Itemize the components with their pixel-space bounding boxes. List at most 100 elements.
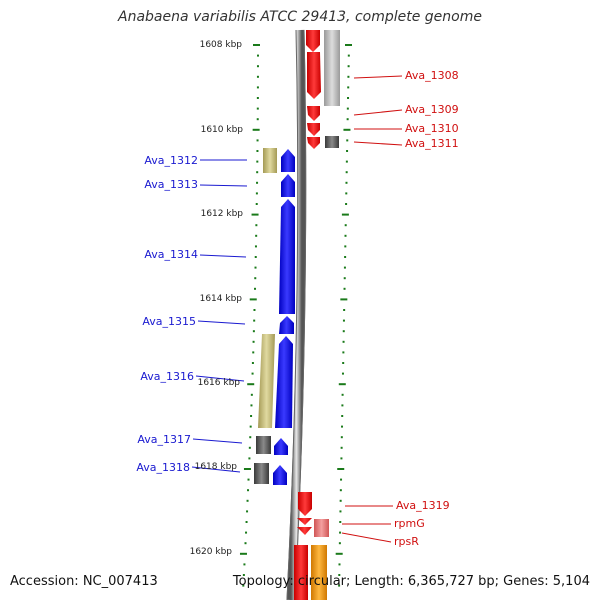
scale-tick [242, 584, 245, 587]
scale-tick [251, 372, 254, 375]
kbp-label-1612: 1612 kbp [201, 209, 244, 219]
gene-arrow-ava1312[interactable] [281, 149, 295, 172]
topology-info: Topology: circular; Length: 6,365,727 bp… [232, 574, 590, 589]
scale-tick [338, 542, 341, 545]
gene-box-orange[interactable] [311, 545, 327, 600]
scale-tick [252, 128, 260, 131]
gene-arrow-ava1318[interactable] [273, 465, 287, 485]
label-ava1312[interactable]: Ava_1312 [144, 154, 198, 167]
scale-tick [245, 531, 248, 534]
reverse-strand-genes [254, 148, 295, 485]
gene-arrow-ava1319[interactable] [298, 492, 312, 516]
scale-tick [347, 75, 350, 78]
leader-ava1308 [353, 75, 403, 79]
label-rpsr[interactable]: rpsR [394, 535, 419, 548]
scale-tick [339, 531, 342, 534]
scale-tick [247, 489, 250, 492]
gene-box-gray-ava1317[interactable] [256, 436, 271, 454]
scale-tick [254, 266, 257, 269]
leader-ava1311 [353, 141, 403, 146]
scale-tick [252, 351, 255, 354]
label-ava1318[interactable]: Ava_1318 [136, 461, 190, 474]
scale-tick [346, 139, 349, 142]
gene-arrow-ava1314[interactable] [279, 199, 295, 314]
gene-arrow-ava1316[interactable] [275, 336, 293, 428]
scale-tick [347, 97, 350, 99]
gene-arrow-ava1309[interactable] [307, 106, 320, 121]
scale-tick [335, 552, 343, 555]
scale-tick [249, 425, 252, 428]
scale-tick [243, 563, 246, 566]
scale-tick [250, 404, 253, 407]
gene-arrow-rpmg-b[interactable] [297, 527, 312, 535]
gene-arrow-lower-red[interactable] [294, 545, 308, 600]
scale-tick [252, 340, 255, 343]
scale-tick [255, 234, 258, 237]
label-ava1316[interactable]: Ava_1316 [140, 370, 194, 383]
gene-box-gray-ava1318[interactable] [254, 463, 269, 484]
label-ava1308[interactable]: Ava_1308 [405, 69, 459, 82]
scale-tick [254, 256, 257, 258]
gene-arrow-ava1317[interactable] [274, 438, 288, 455]
scale-tick [256, 181, 259, 184]
gene-arrow-ava1313[interactable] [281, 174, 295, 197]
gene-box-khaki-upper[interactable] [263, 148, 277, 173]
scale-tick [255, 192, 258, 195]
gene-arrow-ava1310[interactable] [307, 123, 320, 136]
gene-arrow-ava1311[interactable] [307, 137, 320, 149]
scale-tick [343, 277, 346, 280]
scale-tick [342, 319, 345, 322]
scale-tick [255, 203, 258, 205]
kbp-label-1608: 1608 kbp [200, 40, 243, 50]
scale-tick [247, 478, 250, 481]
gene-box-rpsr[interactable] [314, 519, 329, 537]
scale-tick [256, 86, 259, 89]
kbp-label-1610: 1610 kbp [201, 125, 244, 135]
scale-labels: 1608 kbp 1610 kbp 1612 kbp 1614 kbp 1616… [190, 40, 244, 557]
scale-tick [251, 213, 259, 216]
scale-tick [255, 224, 258, 227]
scale-tick [239, 552, 247, 555]
scale-tick [342, 362, 345, 364]
label-ava1310[interactable]: Ava_1310 [405, 122, 459, 135]
label-ava1314[interactable]: Ava_1314 [144, 248, 198, 261]
scale-tick [341, 415, 344, 417]
gene-box-khaki-lower[interactable] [258, 334, 275, 428]
scale-tick [253, 319, 256, 322]
label-ava1309[interactable]: Ava_1309 [405, 103, 459, 116]
gene-arrow-ava1308[interactable] [307, 52, 321, 99]
gene-arrow-ava1315[interactable] [279, 316, 294, 334]
scale-tick [337, 468, 345, 470]
leader-ava1317 [192, 438, 243, 444]
label-ava1311[interactable]: Ava_1311 [405, 137, 459, 150]
label-ava1313[interactable]: Ava_1313 [144, 178, 198, 191]
map-title: Anabaena variabilis ATCC 29413, complete… [118, 9, 482, 25]
genome-axis [286, 29, 307, 600]
scale-tick [346, 150, 349, 152]
label-rpmg[interactable]: rpmG [394, 517, 425, 530]
scale-tick [342, 330, 345, 333]
scale-tick [339, 521, 342, 523]
gene-box-gray-ava1311[interactable] [325, 136, 339, 148]
scale-tick [249, 298, 257, 301]
label-ava1317[interactable]: Ava_1317 [137, 433, 191, 446]
scale-tick [250, 415, 253, 417]
scale-tick [343, 309, 346, 311]
scale-tick [338, 584, 341, 587]
scale-tick [256, 107, 259, 110]
label-ava1315[interactable]: Ava_1315 [142, 315, 196, 328]
scale-tick [340, 446, 343, 449]
scale-tick [339, 489, 342, 492]
scale-tick [254, 287, 257, 290]
scale-tick [346, 107, 349, 110]
scale-tick [338, 574, 341, 576]
gene-box-light-gray[interactable] [324, 30, 340, 106]
kbp-label-1614: 1614 kbp [200, 294, 243, 304]
scale-tick [246, 499, 249, 502]
scale-tick [253, 44, 260, 46]
scale-tick [245, 521, 248, 523]
gene-arrow-rpmg-a[interactable] [297, 518, 312, 525]
gene-arrow-ava1307[interactable] [306, 30, 320, 52]
leader-rpsr [341, 532, 392, 543]
label-ava1319[interactable]: Ava_1319 [396, 499, 450, 512]
